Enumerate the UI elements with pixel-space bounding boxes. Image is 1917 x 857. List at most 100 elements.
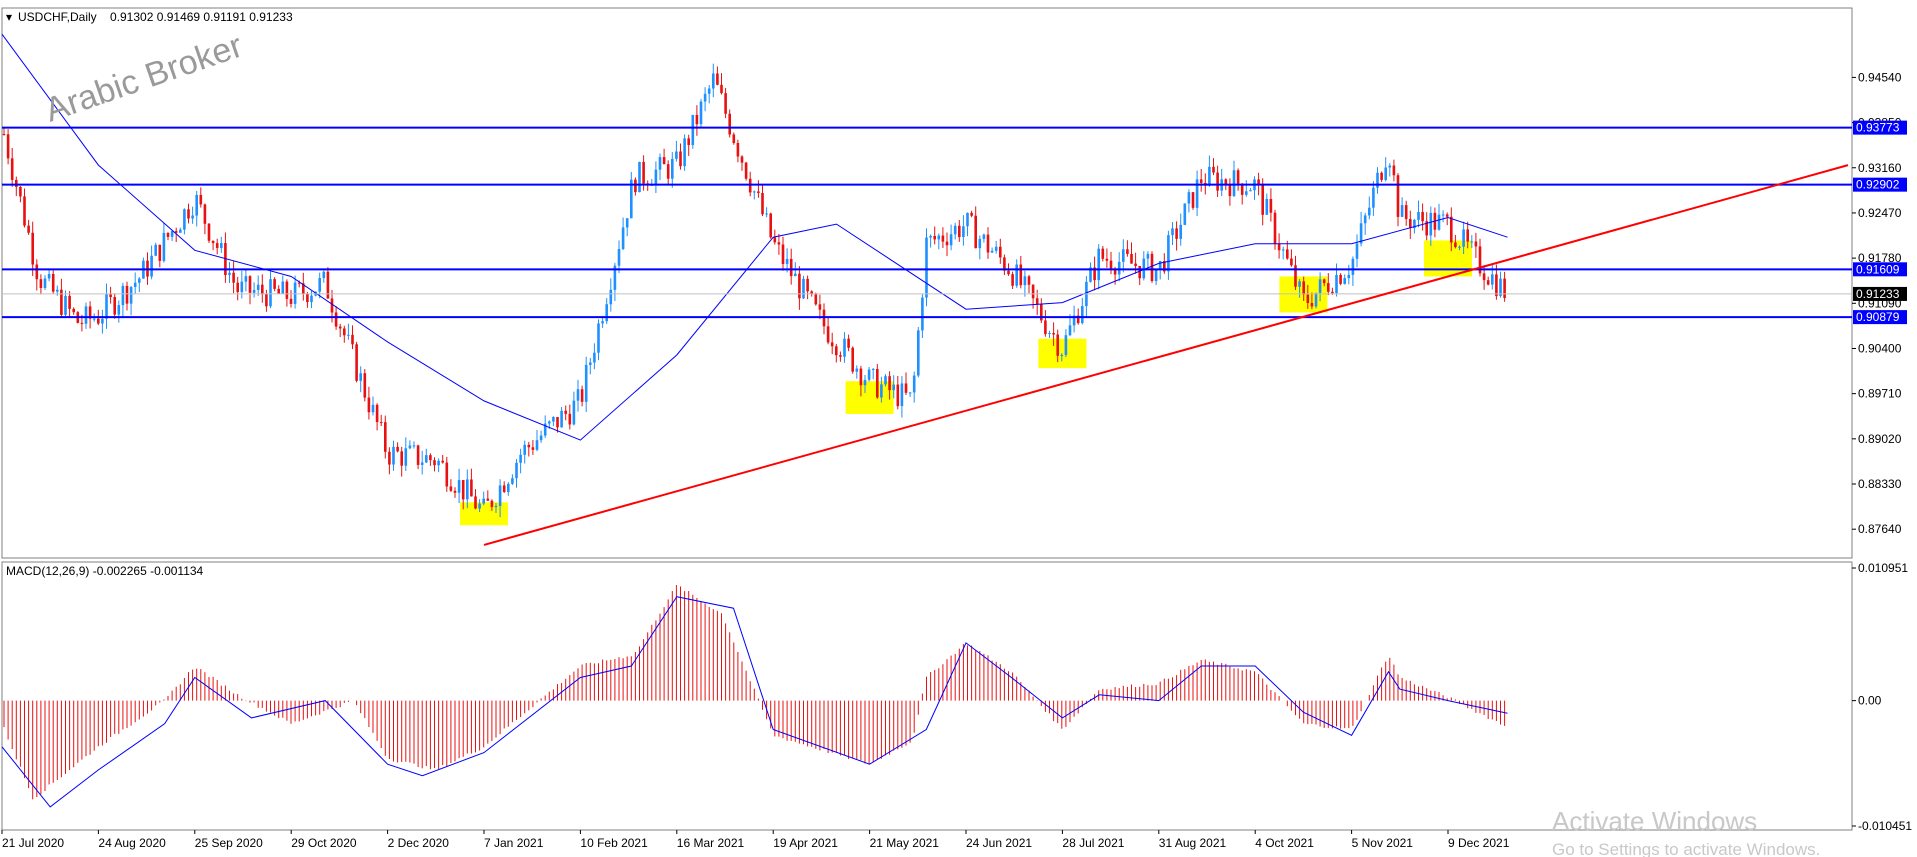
candle-body bbox=[679, 151, 682, 167]
candle-body bbox=[896, 384, 900, 407]
candle-body bbox=[1474, 241, 1478, 247]
candle-body bbox=[1228, 185, 1232, 197]
candle-body bbox=[621, 227, 625, 250]
candle-body bbox=[51, 273, 55, 292]
candle-body bbox=[1466, 229, 1469, 242]
candle-body bbox=[334, 312, 338, 327]
candle-body bbox=[1163, 261, 1166, 272]
candle-body bbox=[388, 451, 391, 465]
candle-body bbox=[1089, 267, 1092, 282]
candle-body bbox=[486, 498, 490, 501]
activate-windows-title: Activate Windows bbox=[1552, 806, 1757, 836]
candle-body bbox=[117, 305, 121, 315]
candle-body bbox=[404, 448, 408, 466]
candle-body bbox=[68, 295, 71, 309]
candle-body bbox=[863, 379, 867, 386]
candle-body bbox=[261, 284, 264, 295]
candle-body bbox=[1454, 242, 1457, 248]
candle-body bbox=[1023, 276, 1027, 286]
price-y-tick-label: 0.94540 bbox=[1858, 70, 1902, 84]
price-pane-frame[interactable] bbox=[1, 7, 1853, 559]
x-tick-label: 5 Nov 2021 bbox=[1352, 836, 1414, 850]
candle-body bbox=[1376, 172, 1379, 188]
candle-body bbox=[716, 73, 719, 85]
candle-body bbox=[43, 278, 47, 288]
candle-body bbox=[1109, 260, 1113, 271]
x-tick-label: 21 Jul 2020 bbox=[2, 836, 64, 850]
horizontal-levels[interactable]: 0.93773 0.92902 0.91609 0.90879 0.91233 bbox=[2, 120, 1907, 325]
candle-body bbox=[1212, 166, 1215, 173]
candle-body bbox=[367, 397, 371, 413]
candle-body bbox=[1105, 258, 1109, 261]
candle-body bbox=[174, 231, 178, 233]
candle-body bbox=[64, 295, 67, 315]
candle-body bbox=[248, 276, 252, 293]
candle-body bbox=[601, 321, 604, 324]
candle-body bbox=[794, 273, 797, 277]
trendline-line[interactable] bbox=[483, 164, 1849, 546]
candle-body bbox=[1175, 228, 1178, 239]
candle-body bbox=[613, 265, 617, 290]
candle-body bbox=[1281, 249, 1285, 251]
candle-body bbox=[6, 134, 10, 159]
x-tick-label: 2 Dec 2020 bbox=[388, 836, 450, 850]
candle-body bbox=[855, 368, 859, 372]
candle-body bbox=[392, 446, 395, 465]
candle-body bbox=[1417, 211, 1420, 220]
candle-body bbox=[843, 338, 846, 357]
symbol-dropdown-icon[interactable]: ▾ bbox=[6, 10, 12, 24]
candle-body bbox=[482, 498, 485, 504]
x-tick-label: 29 Oct 2020 bbox=[291, 836, 357, 850]
candle-body bbox=[1052, 333, 1055, 335]
candle-body bbox=[634, 179, 637, 193]
candle-body bbox=[1359, 223, 1363, 244]
candle-body bbox=[699, 101, 703, 125]
candle-body bbox=[1076, 315, 1080, 324]
candle-body bbox=[502, 485, 506, 492]
candle-body bbox=[732, 134, 736, 143]
candle-body bbox=[1056, 334, 1059, 356]
candle-body bbox=[277, 288, 280, 294]
candle-body bbox=[605, 304, 608, 322]
candle-body bbox=[1150, 253, 1154, 282]
candle-body bbox=[1003, 257, 1006, 271]
x-tick-label: 31 Aug 2021 bbox=[1159, 836, 1227, 850]
macd-signal-line bbox=[1, 596, 1508, 808]
trendline[interactable] bbox=[483, 164, 1849, 546]
macd-pane-frame[interactable] bbox=[1, 561, 1853, 831]
candle-body bbox=[1044, 320, 1047, 335]
macd-y-axis: 0.010951 0.00 -0.010451 bbox=[1852, 561, 1912, 833]
candle-body bbox=[281, 281, 285, 294]
candle-body bbox=[773, 237, 777, 243]
candle-body bbox=[900, 383, 904, 407]
candle-body bbox=[1265, 198, 1269, 215]
macd-y-tick-label: 0.010951 bbox=[1858, 561, 1908, 575]
candle-body bbox=[1404, 205, 1408, 219]
candle-body bbox=[1158, 261, 1162, 270]
candle-body bbox=[416, 445, 420, 465]
candle-body bbox=[712, 73, 715, 89]
candle-body bbox=[285, 281, 289, 299]
candle-body bbox=[798, 273, 801, 299]
candle-body bbox=[572, 400, 576, 425]
candle-body bbox=[593, 352, 596, 363]
candle-body bbox=[576, 389, 580, 401]
x-axis: 21 Jul 2020 24 Aug 2020 25 Sep 2020 29 Oct … bbox=[1, 830, 1510, 850]
candle-body bbox=[519, 454, 522, 463]
candle-body bbox=[908, 392, 912, 394]
candle-body bbox=[654, 169, 658, 185]
x-tick-label: 21 May 2021 bbox=[870, 836, 940, 850]
candle-body bbox=[1064, 335, 1068, 355]
candle-body bbox=[835, 346, 838, 356]
candle-body bbox=[1503, 278, 1506, 299]
candle-body bbox=[630, 179, 633, 219]
candle-body bbox=[39, 279, 43, 288]
candle-body bbox=[1396, 175, 1400, 217]
candle-body bbox=[1027, 276, 1031, 285]
candle-body bbox=[990, 250, 994, 253]
candle-body bbox=[1482, 273, 1486, 281]
price-y-tick-label: 0.88330 bbox=[1858, 477, 1902, 491]
candle-body bbox=[662, 157, 666, 165]
price-y-axis: 0.945400.938500.931600.924700.917800.910… bbox=[1852, 70, 1902, 536]
